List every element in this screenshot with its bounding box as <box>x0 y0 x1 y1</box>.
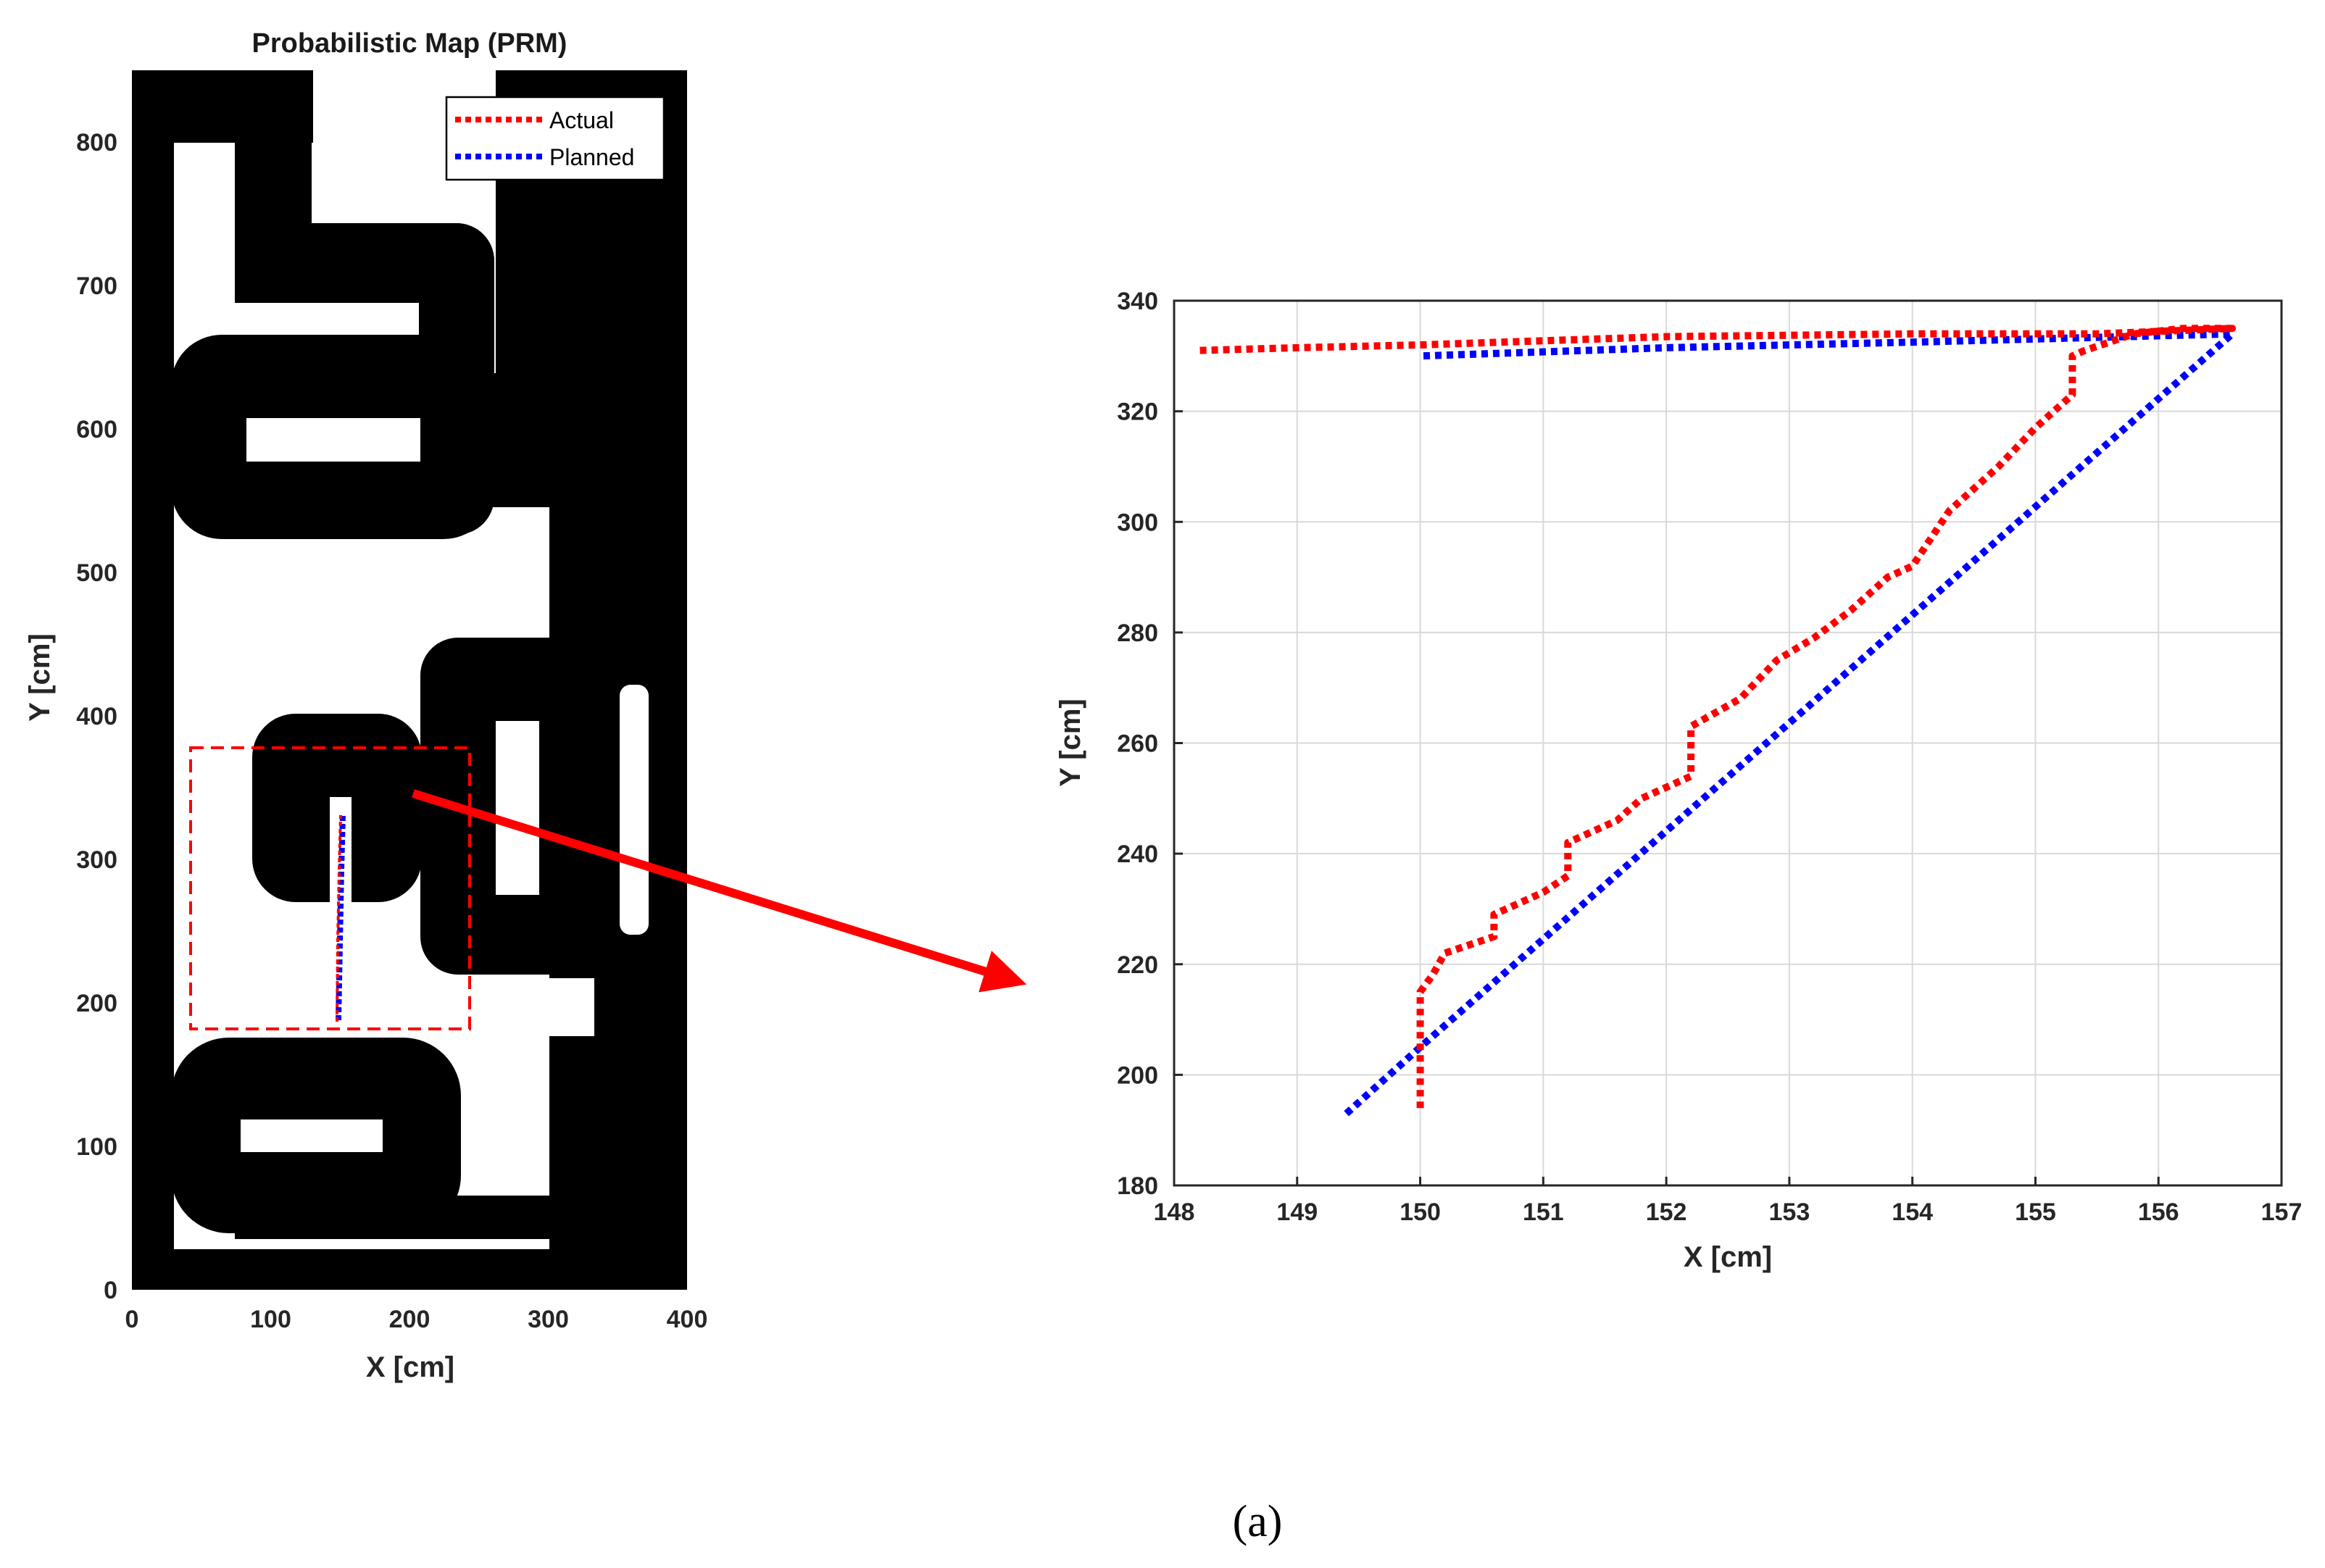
prm-x-axis-label: X [cm] <box>366 1351 454 1383</box>
zoom-x-tick-label: 155 <box>2015 1198 2056 1226</box>
zoom-x-tick-label: 157 <box>2261 1198 2303 1226</box>
prm-y-ticks: 0 100 200 300 400 500 600 700 800 <box>76 129 117 1304</box>
zoom-plot-panel: 180 200 220 240 260 280 300 320 340 148 149 150 151… <box>1055 288 2302 1273</box>
zoom-y-tick-label: 240 <box>1117 841 1158 868</box>
prm-y-tick-label: 700 <box>76 272 117 300</box>
zoom-y-tick-label: 320 <box>1117 399 1158 426</box>
occupancy-map <box>132 70 687 1290</box>
zoom-x-tick-label: 151 <box>1523 1198 1564 1226</box>
prm-y-tick-label: 400 <box>76 703 117 730</box>
zoom-arrow <box>412 789 1027 993</box>
prm-x-tick-label: 100 <box>250 1306 291 1333</box>
hole-right-slot <box>620 685 649 935</box>
prm-x-tick-label: 400 <box>667 1306 708 1333</box>
free-region-bottom-strip <box>174 1239 593 1249</box>
zoom-x-axis-label: X [cm] <box>1684 1241 1772 1273</box>
zoom-x-tick-label: 148 <box>1154 1198 1195 1226</box>
prm-y-tick-label: 100 <box>76 1133 117 1161</box>
hole-bottom-loop <box>241 1119 383 1152</box>
hole-upper-loop <box>246 418 420 462</box>
zoom-series <box>1198 325 2237 1117</box>
zoom-series-planned <box>1344 330 2237 1117</box>
obstacle-holes <box>241 418 649 1152</box>
prm-y-tick-label: 300 <box>76 846 117 874</box>
zoom-y-tick-label: 200 <box>1117 1062 1158 1089</box>
prm-y-tick-label: 200 <box>76 990 117 1017</box>
prm-x-tick-label: 200 <box>389 1306 431 1333</box>
zoom-x-ticks: 148 149 150 151 152 153 154 155 156 157 <box>1154 1177 2303 1226</box>
prm-x-tick-label: 0 <box>125 1306 139 1333</box>
zoom-y-tick-label: 340 <box>1117 288 1158 315</box>
zoom-region-box <box>189 746 471 1030</box>
zoom-x-tick-label: 152 <box>1646 1198 1687 1226</box>
zoom-x-tick-label: 153 <box>1769 1198 1810 1226</box>
prm-x-tick-label: 300 <box>528 1306 569 1333</box>
prm-y-tick-label: 500 <box>76 559 117 587</box>
prm-map-panel: Probabilistic Map (PRM) <box>24 28 707 1383</box>
zoom-y-tick-label: 180 <box>1117 1172 1158 1200</box>
prm-y-tick-label: 0 <box>104 1277 117 1304</box>
zoom-y-tick-label: 280 <box>1117 620 1158 647</box>
prm-x-ticks: 0 100 200 300 400 <box>125 1306 708 1333</box>
zoom-x-tick-label: 156 <box>2138 1198 2179 1226</box>
prm-y-tick-label: 800 <box>76 129 117 157</box>
zoom-series-actual <box>1198 325 2237 1109</box>
legend-actual-label: Actual <box>549 107 614 133</box>
zoom-x-tick-label: 150 <box>1399 1198 1441 1226</box>
prm-legend: Actual Planned <box>445 96 665 181</box>
zoom-y-tick-label: 220 <box>1117 951 1158 979</box>
prm-planned-line <box>336 814 346 1021</box>
zoom-x-tick-label: 154 <box>1892 1198 1933 1226</box>
prm-y-axis-label: Y [cm] <box>24 633 56 722</box>
zoom-y-tick-label: 260 <box>1117 730 1158 758</box>
free-passage-lower <box>326 978 594 1036</box>
zoom-x-tick-label: 149 <box>1276 1198 1318 1226</box>
prm-trajectories <box>336 814 346 1022</box>
legend-box <box>445 96 665 181</box>
prm-y-tick-label: 600 <box>76 416 117 443</box>
legend-planned-label: Planned <box>549 144 634 170</box>
prm-actual-line <box>336 814 342 1022</box>
zoom-y-ticks: 180 200 220 240 260 280 300 320 340 <box>1117 288 1183 1200</box>
prm-chart-title: Probabilistic Map (PRM) <box>252 28 567 59</box>
zoom-y-axis-label: Y [cm] <box>1055 698 1086 787</box>
hole-mid-loop <box>496 721 539 895</box>
figure-caption: (a) <box>1233 1497 1283 1546</box>
obstacle-bottom-right <box>591 1138 687 1290</box>
zoom-y-tick-label: 300 <box>1117 509 1158 536</box>
